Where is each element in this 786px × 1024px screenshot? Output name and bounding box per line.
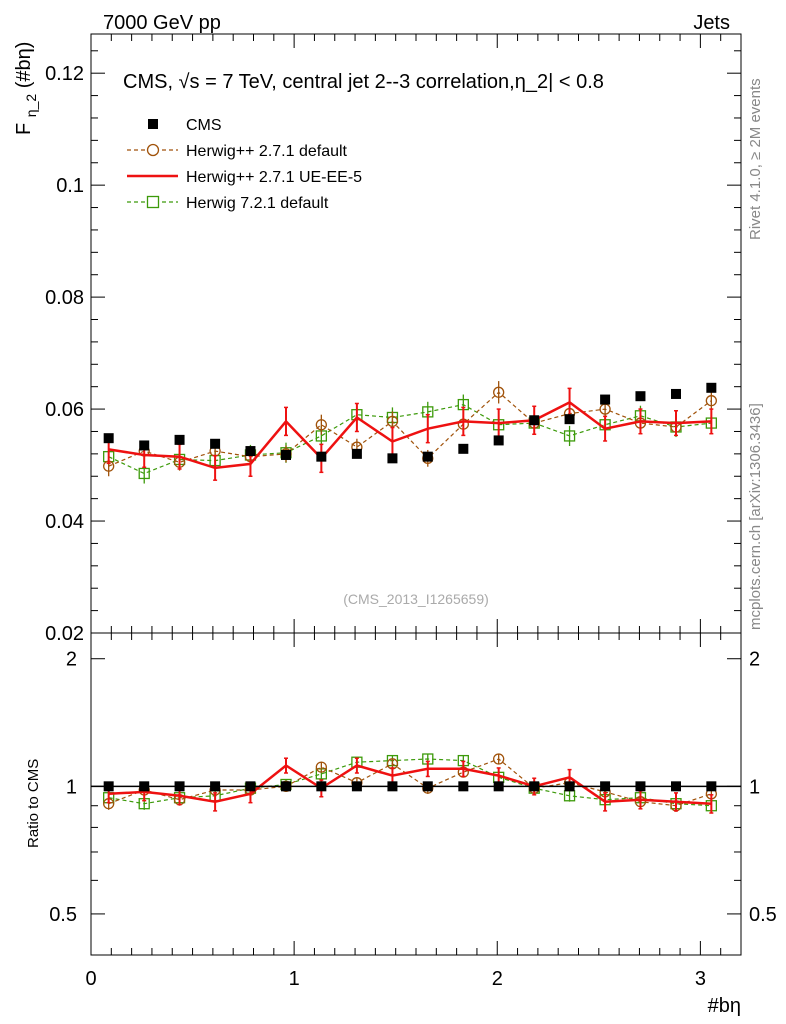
ratio-line-herwig721_default [108,758,712,807]
ratio-series [103,753,717,814]
main-point-herwig271_default [705,395,717,407]
main-point-cms [458,443,469,454]
main-point-herwig721_default [138,467,150,480]
main-series-cms [103,382,717,464]
ratio-axis-title: Ratio to CMS [25,759,42,848]
legend-entry-herwig271_default: Herwig++ 2.7.1 default [127,143,348,160]
main-point-cms [635,391,646,402]
main-series [103,381,717,484]
main-point-cms [139,440,150,451]
ratio-panel: 0 1 2 3 0.5 0.5 1 1 2 2 [49,632,777,990]
main-point-cms [210,438,221,449]
ratio-line-herwig271_ueee5 [108,763,712,805]
main-point-cms [103,433,114,444]
main-line-herwig721_default [108,403,712,475]
ratio-axes: 0 1 2 3 0.5 0.5 1 1 2 2 [49,633,777,990]
main-point-cms [281,449,291,460]
main-point-cms [600,394,611,405]
rivet-label: Rivet 4.1.0, ≥ 2M events [747,78,764,240]
y-axis-title-main: F [13,123,35,135]
y-tick-label: 0.06 [45,399,84,421]
main-series-herwig271_ueee5 [106,387,714,481]
ratio-point-herwig271_default [493,753,505,765]
ratio-frame [90,632,742,956]
legend-label-herwig271_default: Herwig++ 2.7.1 default [186,143,348,160]
main-point-cms [706,382,717,393]
x-tick-label: 2 [492,968,503,990]
legend-entry-herwig721_default: Herwig 7.2.1 default [127,195,329,212]
legend-label-cms: CMS [186,117,222,134]
main-panel: (CMS_2013_I1265659) 0.020.040.060.080.10… [45,33,742,645]
main-line-herwig271_ueee5 [108,400,712,470]
main-point-cms [671,388,681,399]
main-point-cms [387,453,398,464]
ratio-tick-label-right: 2 [749,649,760,671]
x-tick-label: 0 [85,968,96,990]
main-point-cms [351,448,362,459]
y-axis-title: F η_2 (#bη) [13,42,41,135]
legend-entry-herwig271_ueee5: Herwig++ 2.7.1 UE-EE-5 [127,169,362,186]
watermark: (CMS_2013_I1265659) [343,591,489,607]
main-point-cms [422,451,433,462]
legend-marker-cms [148,119,158,129]
y-tick-label: 0.1 [56,175,84,197]
y-tick-label: 0.04 [45,511,84,533]
ratio-line-herwig271_default [108,758,712,807]
main-point-herwig271_default [386,415,399,428]
x-tick-label: 3 [695,968,706,990]
legend-label-herwig271_ueee5: Herwig++ 2.7.1 UE-EE-5 [186,169,362,186]
y-axis-title-sub: η_2 [23,94,39,118]
ratio-tick-label: 2 [66,649,77,671]
y-tick-label: 0.02 [45,623,84,645]
x-tick-label: 1 [289,968,300,990]
ratio-tick-label-right: 1 [749,776,760,798]
main-series-herwig721_default [103,394,717,484]
y-axis-title-arg: (#bη) [13,42,35,89]
main-point-cms [529,415,540,426]
legend-marker-herwig721_default [146,195,160,209]
main-point-cms [316,451,327,462]
header-right: Jets [693,12,730,34]
y-tick-label: 0.12 [45,63,84,85]
legend-marker-herwig271_default [146,143,160,157]
ratio-series-herwig271_default [103,753,717,812]
main-axes: 0.02 0.04 0.06 0.08 0.1 0.12 [45,34,742,645]
main-point-cms [245,446,256,457]
main-point-herwig271_default [315,419,327,431]
main-point-herwig721_default [563,430,576,442]
legend-entry-cms: CMS [148,117,222,134]
y-tick-label: 0.08 [45,287,84,309]
ratio-series-herwig721_default [103,753,717,812]
main-point-cms [564,414,575,425]
chart-title: CMS, √s = 7 TeV, central jet 2--3 correl… [123,71,604,93]
mcplots-label: mcplots.cern.ch [arXiv:1306.3436] [747,403,764,630]
x-axis-title: #bη [708,995,741,1017]
main-point-cms [493,435,504,446]
ratio-tick-label-right: 0.5 [749,904,777,926]
legend-label-herwig721_default: Herwig 7.2.1 default [186,195,329,212]
ratio-tick-label: 1 [66,776,77,798]
header-left: 7000 GeV pp [103,12,221,34]
main-point-herwig271_default [599,403,611,415]
ratio-tick-label: 0.5 [49,904,77,926]
main-point-cms [174,434,185,445]
main-point-herwig271_default [493,386,505,398]
ratio-point-herwig271_default [315,761,327,773]
legend: CMS Herwig++ 2.7.1 default Herwig++ 2.7.1 … [127,117,362,212]
main-line-herwig271_default [108,391,712,467]
